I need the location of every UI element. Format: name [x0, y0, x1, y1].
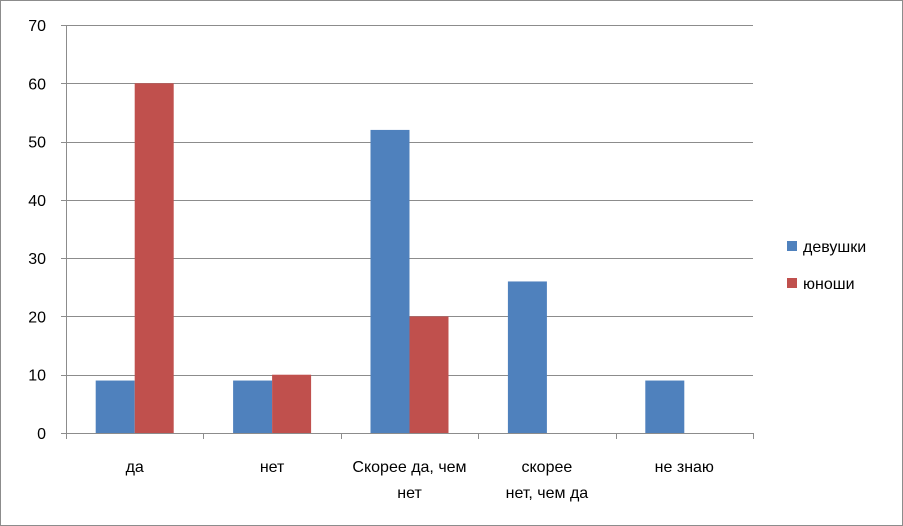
y-tick-label: 10: [28, 368, 46, 385]
y-tick-label: 70: [28, 18, 46, 35]
axes: [61, 25, 754, 439]
legend: девушки юноши: [787, 239, 866, 293]
x-tick-label: Скорее да, чем: [352, 459, 466, 476]
x-tick-label: не знаю: [655, 459, 714, 476]
x-tick-label: скорее: [522, 459, 573, 476]
y-tick-labels: 0 10 20 30 40 50 60 70: [28, 18, 46, 443]
y-tick-label: 40: [28, 193, 46, 210]
x-tick-label: да: [126, 459, 144, 476]
bar-девушки: [233, 380, 273, 433]
bar-юноши: [134, 83, 174, 434]
legend-label: девушки: [803, 239, 866, 256]
y-tick-label: 50: [28, 135, 46, 152]
bar-юноши: [409, 316, 449, 433]
x-tick-labels: да нет Скорее да, чем нет скорее нет, чем да н…: [126, 459, 714, 502]
y-tick-label: 60: [28, 76, 46, 93]
y-tick-label: 30: [28, 251, 46, 268]
x-tick-label: нет: [397, 485, 422, 502]
legend-swatch: [787, 241, 797, 251]
x-tick-label: нет, чем да: [506, 485, 589, 502]
bar-девушки: [95, 380, 135, 433]
x-tick-label: нет: [260, 459, 285, 476]
bars: [95, 83, 685, 434]
y-tick-label: 20: [28, 309, 46, 326]
bar-девушки: [370, 129, 410, 433]
legend-label: юноши: [803, 276, 855, 293]
bar-юноши: [272, 374, 312, 433]
y-tick-label: 0: [37, 426, 46, 443]
legend-swatch: [787, 278, 797, 288]
bar-девушки: [507, 281, 547, 433]
bar-девушки: [645, 380, 685, 433]
